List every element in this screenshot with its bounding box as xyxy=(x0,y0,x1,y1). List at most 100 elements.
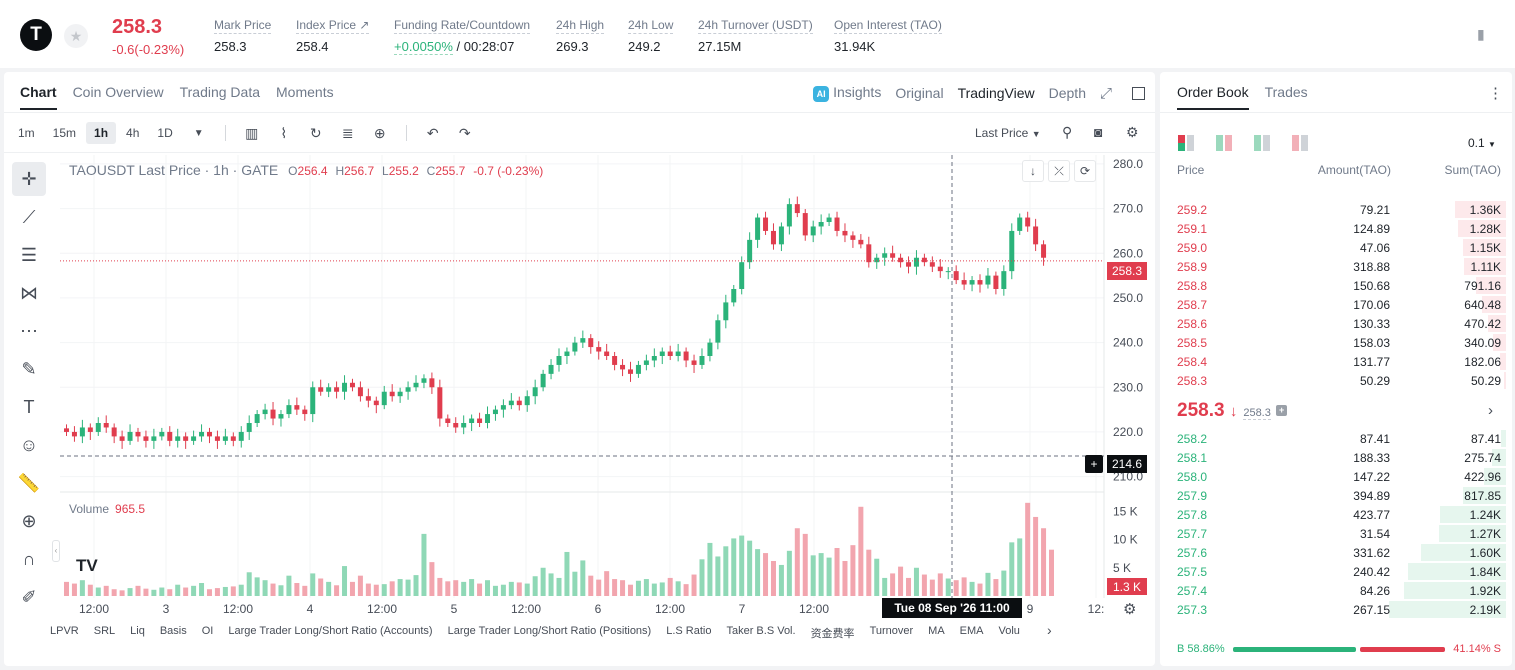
bid-row[interactable]: 257.6 331.62 1.60K xyxy=(1160,543,1506,562)
stat-label: Funding Rate/Countdown xyxy=(394,18,531,34)
reset-icon[interactable]: ⟳ xyxy=(1074,160,1096,182)
add-order-plus-icon[interactable]: + xyxy=(1085,455,1103,473)
axis-settings-icon[interactable]: ⚙ xyxy=(1123,601,1137,618)
indicator-3[interactable]: Basis xyxy=(159,625,187,637)
trendline-icon[interactable]: ⟋ xyxy=(22,206,36,227)
zoom-in-icon[interactable]: ⊕ xyxy=(21,510,37,531)
tab-chart[interactable]: Chart xyxy=(20,84,57,110)
ask-row[interactable]: 258.6 130.33 470.42 xyxy=(1160,314,1506,333)
chevron-right-icon[interactable]: › xyxy=(1488,402,1493,419)
indicator-4[interactable]: OI xyxy=(201,625,214,637)
ask-row[interactable]: 258.3 50.29 50.29 xyxy=(1160,371,1506,390)
ruler-icon[interactable]: 📏 xyxy=(17,472,41,493)
stat-index-price[interactable]: Index Price ↗ 258.4 xyxy=(296,18,370,54)
pencil-lock-icon[interactable]: ✐ xyxy=(21,586,37,607)
indicator-7[interactable]: L.S Ratio xyxy=(666,625,712,637)
tab-trades[interactable]: Trades xyxy=(1264,84,1308,100)
interval-1m[interactable]: 1m xyxy=(18,126,35,140)
bid-row[interactable]: 257.8 423.77 1.24K xyxy=(1160,505,1506,524)
undo-icon[interactable]: ↶ xyxy=(426,124,439,141)
bid-row[interactable]: 258.0 147.22 422.96 xyxy=(1160,467,1506,486)
indicator-6[interactable]: Large Trader Long/Short Ratio (Positions… xyxy=(447,625,652,637)
indicator-0[interactable]: LPVR xyxy=(50,625,79,637)
row-sum: 340.09 xyxy=(1464,336,1501,350)
tab-coin-overview[interactable]: Coin Overview xyxy=(72,84,164,100)
templates-icon[interactable]: ≣ xyxy=(341,124,354,141)
stat-label: Mark Price xyxy=(214,18,272,34)
bid-row[interactable]: 257.3 267.15 2.19K xyxy=(1160,600,1506,619)
legend-title: TAOUSDT Last Price · 1h · GATE xyxy=(69,162,279,178)
settings-gear-icon[interactable]: ⚙ xyxy=(1126,124,1139,140)
crosshair-icon[interactable]: ✛ xyxy=(12,162,46,196)
view-both-alt-icon[interactable] xyxy=(1216,135,1232,151)
interval-1d[interactable]: 1D xyxy=(157,126,173,140)
tab-original[interactable]: Original xyxy=(895,85,944,101)
tab-moments[interactable]: Moments xyxy=(276,84,334,100)
ask-row[interactable]: 258.7 170.06 640.48 xyxy=(1160,295,1506,314)
bid-row[interactable]: 258.2 87.41 87.41 xyxy=(1160,429,1506,448)
tab-tradingview[interactable]: TradingView xyxy=(957,85,1035,101)
interval-15m[interactable]: 15m xyxy=(52,126,77,140)
indicators-icon[interactable]: ⌇ xyxy=(280,124,288,141)
ask-row[interactable]: 259.1 124.89 1.28K xyxy=(1160,219,1506,238)
depth-bar xyxy=(1491,449,1506,466)
magnet-icon[interactable]: ∩ xyxy=(22,548,36,569)
bid-row[interactable]: 257.5 240.42 1.84K xyxy=(1160,562,1506,581)
tab-trading-data[interactable]: Trading Data xyxy=(179,84,261,100)
tick-size-select[interactable]: 0.1 ▼ xyxy=(1468,136,1496,150)
ask-row[interactable]: 258.5 158.03 340.09 xyxy=(1160,333,1506,352)
fib-lines-icon[interactable]: ☰ xyxy=(20,244,38,265)
indicator-scroll-right-icon[interactable]: › xyxy=(1047,622,1052,638)
notes-icon[interactable]: ▮ xyxy=(1477,26,1485,42)
bid-row[interactable]: 258.1 188.33 275.74 xyxy=(1160,448,1506,467)
emoji-icon[interactable]: ☺ xyxy=(19,434,39,455)
more-menu-icon[interactable]: ⋮ xyxy=(1488,85,1503,102)
ask-row[interactable]: 258.9 318.88 1.11K xyxy=(1160,257,1506,276)
legend-c-label: C xyxy=(426,164,436,178)
interval-dropdown-icon[interactable]: ▼ xyxy=(193,127,204,139)
brush-icon[interactable]: ✎ xyxy=(21,358,37,379)
ask-row[interactable]: 258.4 131.77 182.06 xyxy=(1160,352,1506,371)
indicator-2[interactable]: Liq xyxy=(130,625,145,637)
add-alert-icon[interactable]: ⊕ xyxy=(373,124,386,141)
window-icon[interactable] xyxy=(1132,86,1145,100)
ask-row[interactable]: 259.0 47.06 1.15K xyxy=(1160,238,1506,257)
indicator-11[interactable]: MA xyxy=(928,625,945,637)
camera-icon[interactable]: ◙ xyxy=(1094,124,1103,140)
ask-row[interactable]: 258.8 150.68 791.16 xyxy=(1160,276,1506,295)
indicator-13[interactable]: Volu xyxy=(998,625,1020,637)
indicator-5[interactable]: Large Trader Long/Short Ratio (Accounts) xyxy=(228,625,433,637)
replay-icon[interactable]: ↻ xyxy=(309,124,322,141)
ask-row[interactable]: 259.2 79.21 1.36K xyxy=(1160,200,1506,219)
view-bids-icon[interactable] xyxy=(1254,135,1270,151)
indicator-1[interactable]: SRL xyxy=(93,625,116,637)
indicator-9[interactable]: 资金费率 xyxy=(810,628,855,640)
expand-icon[interactable]: ⤢ xyxy=(1099,84,1112,102)
tab-order-book[interactable]: Order Book xyxy=(1177,84,1249,110)
bid-row[interactable]: 257.9 394.89 817.85 xyxy=(1160,486,1506,505)
price-type-select[interactable]: Last Price ▼ xyxy=(975,126,1041,140)
bid-row[interactable]: 257.4 84.26 1.92K xyxy=(1160,581,1506,600)
tab-depth[interactable]: Depth xyxy=(1048,85,1086,101)
text-icon[interactable]: T xyxy=(23,396,35,417)
indicator-12[interactable]: EMA xyxy=(959,625,984,637)
candle-type-icon[interactable]: ▥ xyxy=(245,124,259,141)
collapse-toolbar-icon[interactable]: ‹ xyxy=(52,540,60,562)
view-asks-icon[interactable] xyxy=(1292,135,1308,151)
view-both-icon[interactable] xyxy=(1178,135,1194,151)
bid-row[interactable]: 257.7 31.54 1.27K xyxy=(1160,524,1506,543)
favorite-star-icon[interactable]: ★ xyxy=(64,24,88,48)
pattern-icon[interactable]: ⋈ xyxy=(20,282,38,303)
scroll-down-icon[interactable]: ↓ xyxy=(1022,160,1044,182)
row-price: 257.5 xyxy=(1177,565,1208,579)
search-icon[interactable]: ⚲ xyxy=(1062,124,1073,140)
redo-icon[interactable]: ↷ xyxy=(458,124,471,141)
row-price: 257.4 xyxy=(1177,584,1208,598)
indicator-10[interactable]: Turnover xyxy=(869,625,914,637)
collapse-icon[interactable]: ⤫ xyxy=(1048,160,1070,182)
indicator-8[interactable]: Taker B.S Vol. xyxy=(726,625,796,637)
tab-insights[interactable]: AI Insights xyxy=(813,84,881,102)
projection-icon[interactable]: ⋯ xyxy=(20,320,38,341)
interval-1h[interactable]: 1h xyxy=(86,122,117,144)
interval-4h[interactable]: 4h xyxy=(126,126,140,140)
